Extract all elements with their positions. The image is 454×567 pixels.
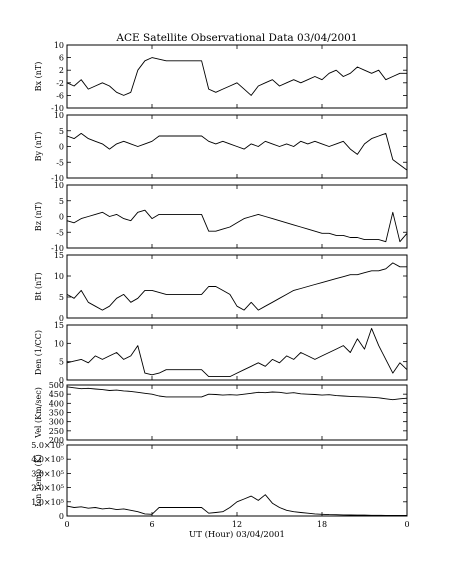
- panels: 10 6 2 -2 -6 -10 Bx (nT) 10 5 0 -5 -10 By (nT) 10 5 0 -5…: [31, 41, 409, 529]
- y-tick-label: -6: [56, 91, 64, 100]
- y-tick-label: 15: [54, 251, 64, 260]
- y-tick-label: 10: [54, 272, 64, 281]
- y-tick-label: 500: [49, 381, 64, 390]
- x-tick-label: 0: [64, 520, 69, 529]
- y-tick-label: 0: [59, 512, 64, 521]
- y-tick-label: 200: [49, 436, 64, 445]
- y-tick-label: 1.0×10⁵: [31, 498, 64, 507]
- y-axis-label: Den (1/CC): [34, 330, 43, 375]
- panel-frame: [66, 184, 408, 249]
- y-tick-label: -5: [56, 228, 64, 237]
- y-tick-label: 300: [49, 418, 64, 427]
- y-tick-label: 2.0×10⁵: [31, 484, 64, 493]
- chart-title: ACE Satellite Observational Data 03/04/2…: [115, 32, 357, 44]
- panel-frame: [66, 254, 408, 319]
- y-tick-label: 0: [59, 376, 64, 385]
- series-line: [66, 494, 407, 516]
- series-line: [66, 262, 407, 311]
- panel-1: 10 6 2 -2 -6 -10 Bx (nT): [34, 41, 408, 113]
- y-tick-label: -10: [51, 244, 64, 253]
- panel-frame: [66, 324, 408, 381]
- y-tick-label: 0: [59, 143, 64, 152]
- y-tick-label: 400: [49, 399, 64, 408]
- series-line: [66, 327, 408, 378]
- panel-frame: [66, 444, 408, 517]
- series-line: [66, 386, 408, 401]
- x-axis-label: UT (Hour) 03/04/2001: [189, 529, 285, 540]
- y-tick-label: -2: [56, 79, 64, 88]
- y-tick-label: 5: [59, 127, 64, 136]
- panel-2: 10 5 0 -5 -10 By (nT): [34, 111, 408, 183]
- y-tick-label: 10: [54, 111, 64, 120]
- y-tick-label: 5: [59, 358, 64, 367]
- x-tick-label: 18: [317, 520, 327, 529]
- series-line: [66, 132, 408, 171]
- y-axis-label: Vel (Km/sec): [34, 387, 43, 439]
- y-tick-label: 250: [49, 427, 64, 436]
- panel-3: 10 5 0 -5 -10 Bz (nT): [34, 181, 408, 253]
- panel-5: 15 10 5 0 Den (1/CC): [34, 321, 408, 385]
- y-tick-label: -10: [51, 104, 64, 113]
- y-tick-label: 10: [54, 181, 64, 190]
- y-tick-label: 0: [59, 213, 64, 222]
- y-tick-label: 5: [59, 197, 64, 206]
- x-tick-label: 12: [232, 520, 242, 529]
- y-tick-label: -5: [56, 158, 64, 167]
- x-tick-label: 0: [404, 520, 409, 529]
- y-tick-label: 5: [59, 293, 64, 302]
- y-tick-label: 10: [54, 41, 64, 50]
- panel-4: 15 10 5 0 Bt (nT): [34, 251, 408, 323]
- y-tick-label: 0: [59, 314, 64, 323]
- y-axis-label: Ion Temp (K): [34, 454, 43, 507]
- y-tick-label: 15: [54, 321, 64, 330]
- y-tick-label: 5.0×10⁵: [31, 441, 64, 450]
- panel-7: 5.0×10⁵ 4.0×10⁵ 3.0×10⁵ 2.0×10⁵ 1.0×10⁵ 0 Ion …: [31, 441, 408, 521]
- y-axis-label: Bt (nT): [34, 272, 43, 300]
- series-line: [66, 209, 408, 243]
- panel-frame: [66, 384, 408, 441]
- y-axis-label: Bz (nT): [34, 202, 43, 231]
- series-line: [66, 57, 407, 96]
- y-axis-label: Bx (nT): [34, 62, 43, 92]
- y-tick-label: -10: [51, 174, 64, 183]
- x-tick-label: 6: [149, 520, 154, 529]
- y-axis-label: By (nT): [34, 132, 43, 162]
- y-tick-label: 6: [59, 54, 64, 63]
- y-tick-label: 3.0×10⁵: [31, 469, 64, 478]
- y-tick-label: 350: [49, 409, 64, 418]
- y-tick-label: 450: [49, 390, 64, 399]
- panel-frame: [66, 44, 408, 109]
- y-tick-label: 4.0×10⁵: [31, 455, 64, 464]
- y-tick-label: 2: [59, 66, 64, 75]
- y-tick-label: 10: [54, 339, 64, 348]
